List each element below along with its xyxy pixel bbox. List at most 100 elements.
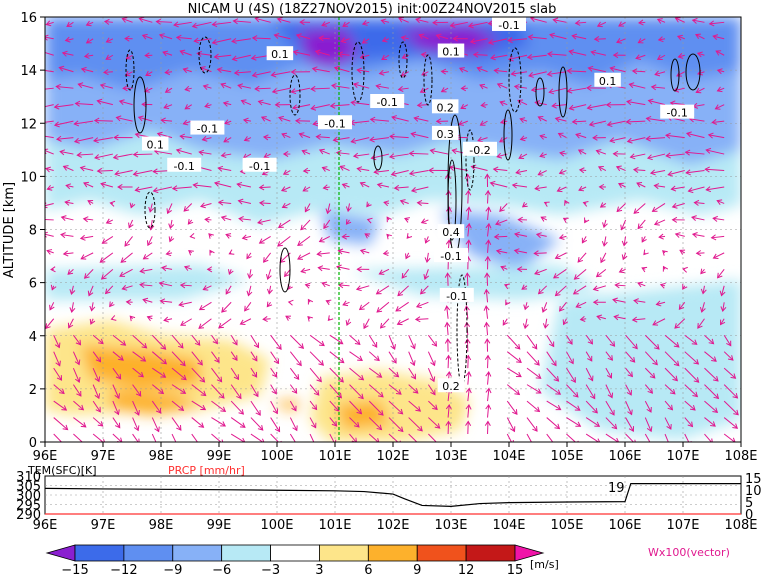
wind-vector	[616, 166, 626, 171]
wind-vector-head	[366, 217, 373, 224]
wind-vector-head	[378, 269, 385, 275]
wind-vector	[270, 351, 279, 364]
wind-vector-head	[732, 423, 739, 429]
wind-vector-head	[154, 426, 160, 433]
wind-vector-head	[667, 443, 672, 448]
wind-vector	[546, 367, 559, 382]
wind-vector-head	[535, 232, 542, 239]
wind-vector-head	[297, 254, 303, 260]
wind-vector	[528, 36, 547, 40]
wind-vector	[281, 186, 291, 192]
colorbar-label: 3	[315, 563, 323, 575]
wind-vector	[247, 285, 252, 296]
wind-vector	[255, 87, 271, 90]
wind-vector-head	[435, 118, 442, 125]
wind-vector	[257, 219, 271, 224]
wind-vector-head	[479, 83, 486, 90]
wind-vector-head	[304, 206, 310, 213]
wind-vector	[272, 87, 291, 93]
wind-vector	[347, 203, 350, 212]
wind-vector-head	[216, 376, 223, 383]
wind-vector	[242, 235, 252, 239]
wind-vector-head	[643, 249, 649, 256]
wind-vector	[161, 267, 173, 270]
wind-vector	[46, 21, 54, 26]
wind-vector	[319, 235, 331, 243]
wind-vector-head	[667, 170, 674, 177]
wind-vector-head	[122, 85, 128, 92]
wind-vector-head	[416, 102, 423, 109]
contour-label: 0.1	[271, 48, 289, 61]
wind-vector	[331, 84, 350, 89]
wind-vector	[309, 334, 325, 346]
wind-vector-head	[379, 322, 386, 329]
wind-vector	[88, 285, 94, 296]
wind-vector-head	[671, 216, 678, 223]
wind-vector-head	[633, 298, 639, 305]
wind-vector	[97, 170, 113, 172]
colorbar-segment	[319, 544, 369, 562]
wind-vector-head	[200, 404, 207, 411]
wind-vector	[578, 186, 587, 191]
wind-vector-head	[541, 306, 548, 313]
wind-vector-head	[665, 132, 671, 139]
wind-vector-head	[69, 289, 76, 295]
wind-vector	[512, 184, 528, 188]
wind-vector	[289, 417, 298, 431]
wind-vector	[128, 219, 134, 228]
wind-vector-head	[240, 437, 246, 442]
wind-vector	[559, 235, 567, 239]
wind-vector	[329, 351, 345, 364]
wind-vector-head	[592, 407, 598, 414]
wind-vector-head	[206, 266, 213, 273]
x-tick-label: 108E	[724, 449, 757, 464]
wind-vector-head	[223, 137, 230, 143]
wind-vector	[323, 186, 330, 189]
wind-vector	[237, 84, 252, 89]
wind-vector	[270, 384, 277, 395]
wind-vector	[299, 133, 311, 139]
wind-vector-head	[465, 371, 472, 377]
wind-vector	[349, 351, 363, 361]
wind-vector-head	[103, 18, 110, 25]
wind-vector-head	[314, 49, 321, 56]
wind-vector-head	[626, 137, 633, 144]
wind-vector	[171, 400, 184, 411]
wind-vector	[106, 219, 114, 224]
wind-vector	[526, 400, 540, 412]
wind-vector	[596, 150, 607, 155]
wind-vector-head	[500, 265, 507, 271]
wind-vector	[704, 334, 714, 345]
wind-vector	[53, 384, 65, 394]
wind-vector-head	[418, 443, 423, 448]
wind-vector	[271, 71, 291, 76]
wind-vector-head	[323, 223, 329, 230]
wind-vector-head	[236, 393, 242, 400]
wind-vector	[626, 100, 646, 106]
wind-vector-head	[632, 166, 639, 173]
wind-vector-head	[597, 166, 604, 172]
colorbar-label: 6	[364, 563, 372, 575]
wind-vector-head	[700, 288, 707, 295]
wind-vector	[524, 318, 528, 329]
wind-vector	[587, 104, 606, 109]
wind-vector	[205, 218, 212, 221]
wind-vector-head	[201, 135, 208, 142]
y-axis-label: ALTITUDE [km]	[2, 182, 17, 278]
wind-vector	[163, 104, 173, 109]
wind-vector	[668, 170, 685, 176]
wind-vector	[499, 101, 508, 106]
wind-vector	[487, 207, 490, 220]
wind-vector-head	[352, 82, 359, 88]
colorbar-label: −12	[110, 563, 137, 575]
wind-vector	[633, 300, 646, 303]
wind-vector-head	[89, 318, 96, 325]
wind-vector-head	[662, 265, 669, 272]
contour-label: -0.1	[197, 123, 218, 136]
wind-vector	[244, 301, 252, 312]
wind-vector	[572, 120, 587, 123]
wind-vector	[578, 149, 587, 155]
wind-vector-head	[282, 151, 289, 158]
wind-vector-head	[179, 49, 186, 56]
wind-vector	[641, 236, 646, 243]
